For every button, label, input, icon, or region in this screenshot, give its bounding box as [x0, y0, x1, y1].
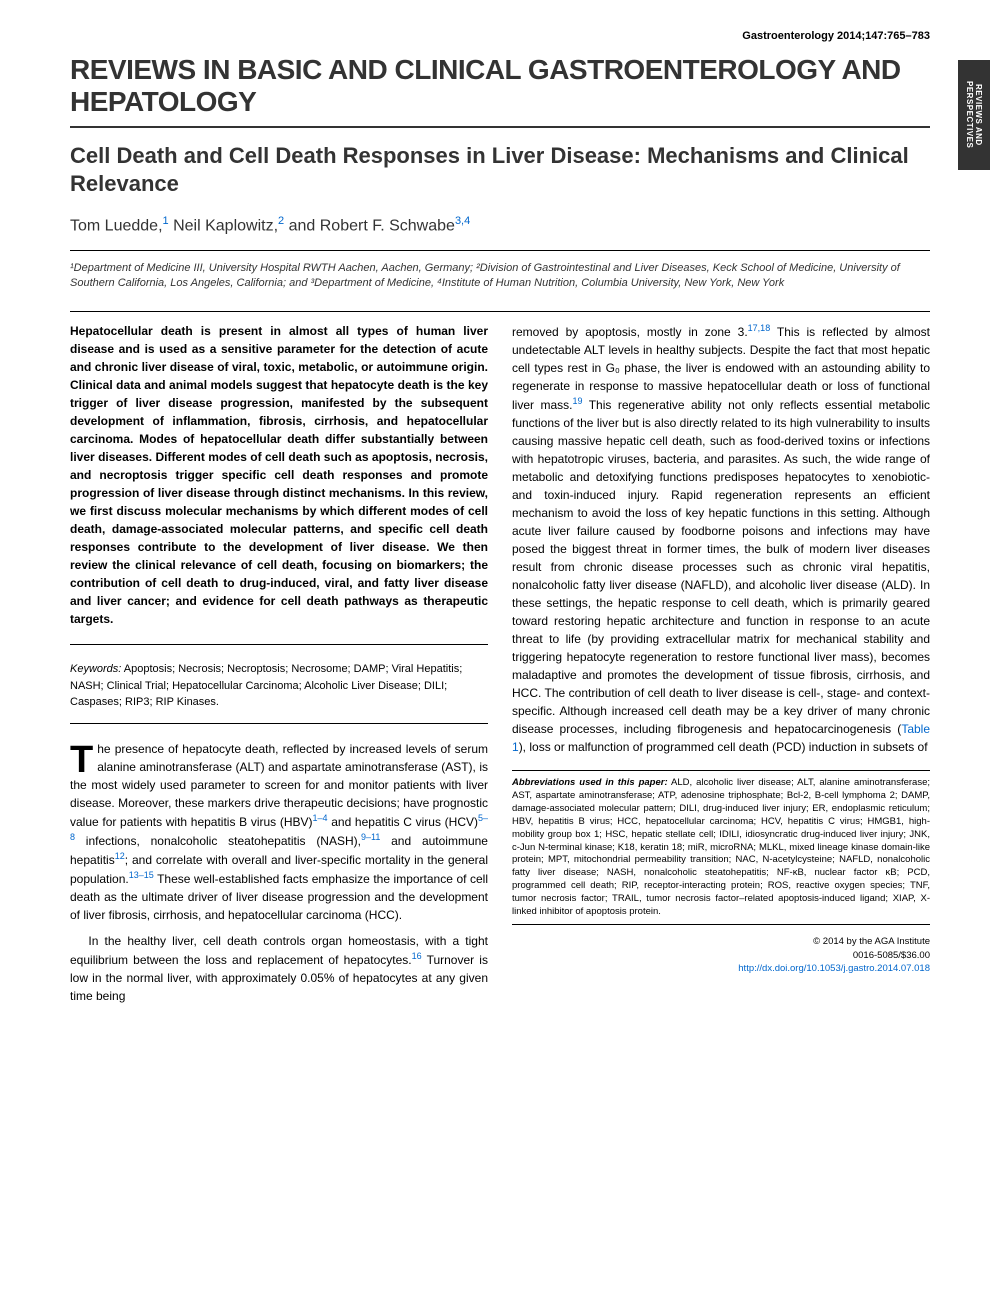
copyright-line-2: 0016-5085/$36.00 [512, 949, 930, 962]
author-2: Neil Kaplowitz, [173, 218, 278, 235]
copyright-line-1: © 2014 by the AGA Institute [512, 935, 930, 948]
abstract: Hepatocellular death is present in almos… [70, 322, 488, 628]
keywords-text: Apoptosis; Necrosis; Necroptosis; Necros… [70, 663, 462, 708]
author-1-sup: 1 [163, 215, 169, 227]
p3-text-1: removed by apoptosis, mostly in zone 3. [512, 325, 748, 339]
authors-line: Tom Luedde,1 Neil Kaplowitz,2 and Robert… [70, 215, 930, 235]
author-3: and Robert F. Schwabe [289, 218, 455, 235]
p1-text-3: infections, nonalcoholic steatohepatitis… [75, 834, 361, 848]
keywords-divider [70, 723, 488, 724]
abbrev-text: ALD, alcoholic liver disease; ALT, alani… [512, 777, 930, 916]
two-column-layout: Hepatocellular death is present in almos… [70, 322, 930, 1013]
body-text-col2: removed by apoptosis, mostly in zone 3.1… [512, 322, 930, 756]
dropcap: T [70, 740, 97, 776]
cite-9-11[interactable]: 9–11 [361, 832, 380, 842]
cite-1-4[interactable]: 1–4 [313, 813, 328, 823]
divider-thick [70, 126, 930, 128]
keywords-label: Keywords: [70, 663, 121, 675]
left-column: Hepatocellular death is present in almos… [70, 322, 488, 1013]
copyright-block: © 2014 by the AGA Institute 0016-5085/$3… [512, 935, 930, 975]
author-1: Tom Luedde, [70, 218, 163, 235]
journal-citation: Gastroenterology 2014;147:765–783 [70, 30, 930, 42]
abstract-divider [70, 644, 488, 645]
abbrev-label: Abbreviations used in this paper: [512, 777, 668, 788]
p1-text-2: and hepatitis C virus (HCV) [328, 815, 478, 829]
doi-link[interactable]: http://dx.doi.org/10.1053/j.gastro.2014.… [738, 963, 930, 974]
divider-thin-1 [70, 250, 930, 251]
p3-text-4: ), loss or malfunction of programmed cel… [519, 740, 928, 754]
cite-19[interactable]: 19 [572, 396, 582, 406]
article-title: Cell Death and Cell Death Responses in L… [70, 142, 930, 197]
abbreviations-box: Abbreviations used in this paper: ALD, a… [512, 770, 930, 925]
section-title: REVIEWS IN BASIC AND CLINICAL GASTROENTE… [70, 54, 930, 118]
author-3-sup: 3,4 [455, 215, 470, 227]
cite-17-18[interactable]: 17,18 [748, 323, 771, 333]
affiliations: ¹Department of Medicine III, University … [70, 261, 930, 292]
paragraph-3: removed by apoptosis, mostly in zone 3.1… [512, 322, 930, 756]
author-2-sup: 2 [278, 215, 284, 227]
cite-16[interactable]: 16 [412, 951, 422, 961]
paragraph-1: The presence of hepatocyte death, reflec… [70, 740, 488, 924]
cite-13-15[interactable]: 13–15 [129, 870, 154, 880]
paragraph-2: In the healthy liver, cell death control… [70, 932, 488, 1005]
cite-12[interactable]: 12 [115, 851, 125, 861]
side-tab: REVIEWS AND PERSPECTIVES [958, 60, 990, 170]
divider-thin-2 [70, 311, 930, 312]
p3-text-3: This regenerative ability not only refle… [512, 398, 930, 736]
right-column: removed by apoptosis, mostly in zone 3.1… [512, 322, 930, 1013]
body-text-col1: The presence of hepatocyte death, reflec… [70, 740, 488, 1005]
keywords: Keywords: Apoptosis; Necrosis; Necroptos… [70, 661, 488, 711]
